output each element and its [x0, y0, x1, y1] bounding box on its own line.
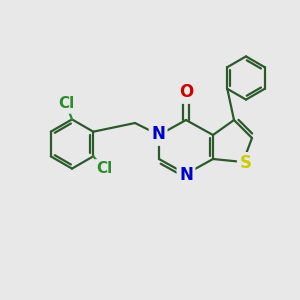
Text: N: N [151, 125, 165, 143]
Text: Cl: Cl [58, 96, 74, 111]
Text: Cl: Cl [96, 161, 112, 176]
Text: O: O [179, 83, 193, 101]
Text: S: S [239, 154, 251, 172]
Text: N: N [179, 166, 193, 184]
